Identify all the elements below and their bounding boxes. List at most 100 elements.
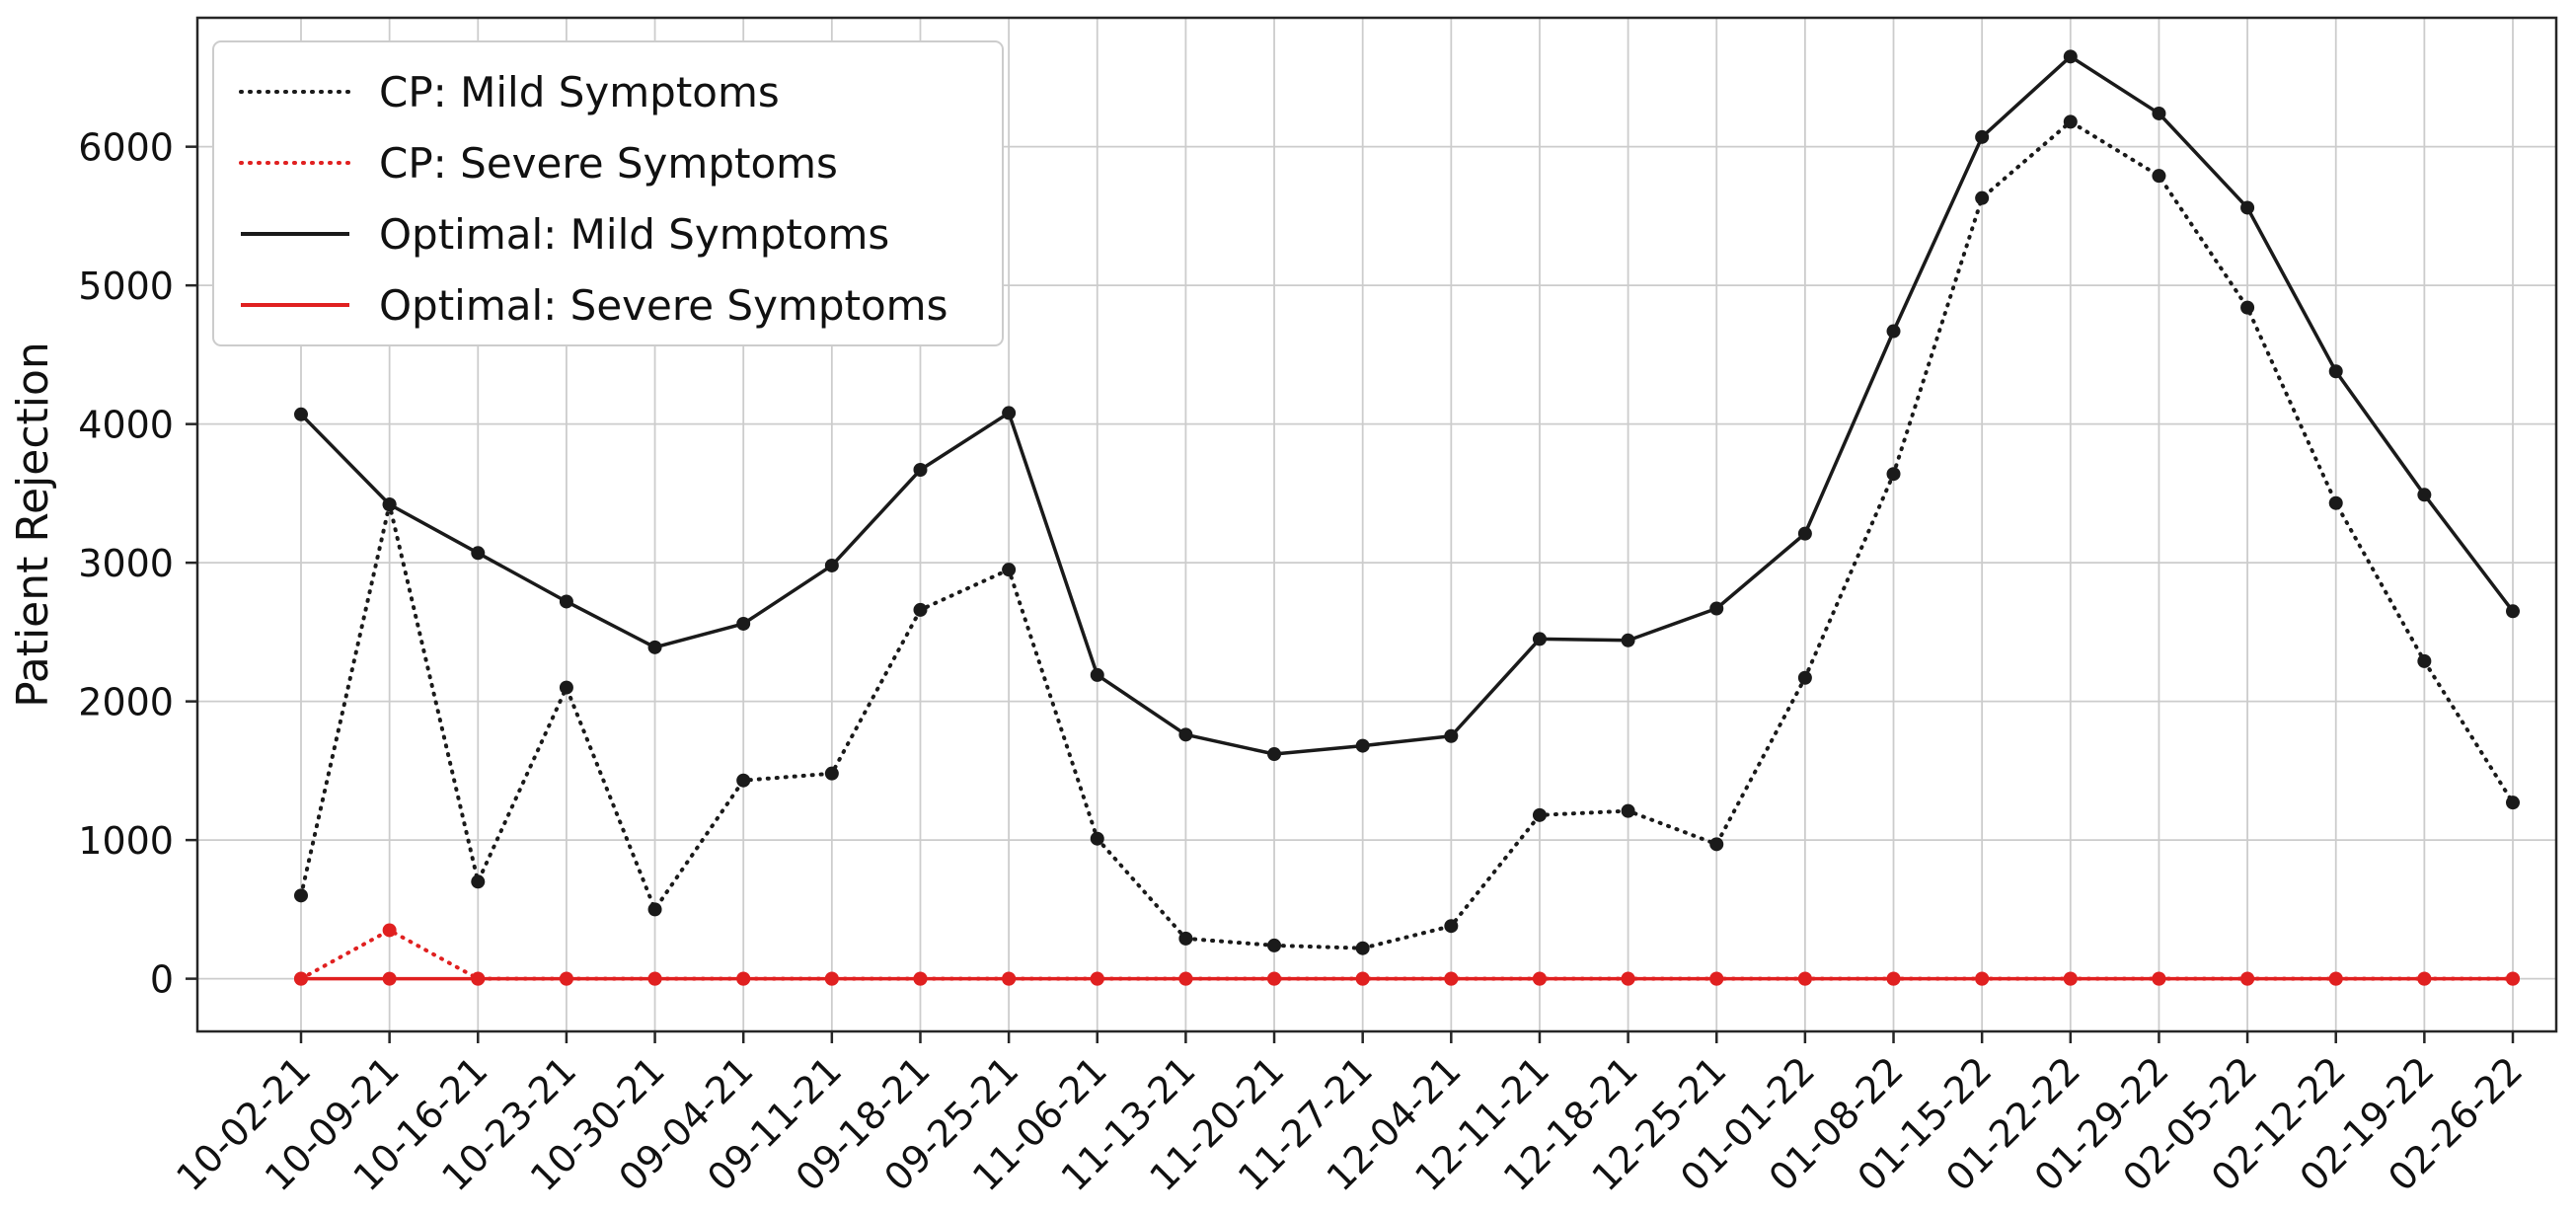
- data-point-marker: [1532, 971, 1547, 986]
- data-point-marker: [1178, 931, 1193, 946]
- data-point-marker: [1002, 406, 1017, 420]
- data-point-marker: [1532, 807, 1547, 822]
- data-point-marker: [1797, 971, 1812, 986]
- data-point-marker: [824, 971, 839, 986]
- y-tick-labels: 0 1000 2000 3000 4000 5000 6000: [78, 126, 174, 1002]
- data-point-marker: [382, 923, 397, 938]
- data-point-marker: [2063, 49, 2078, 64]
- legend: CP: Mild Symptoms CP: Severe Symptoms Opti…: [212, 40, 1004, 346]
- data-point-marker: [2328, 495, 2343, 510]
- data-point-marker: [1267, 938, 1282, 952]
- series-2: [294, 49, 2520, 762]
- data-point-marker: [2506, 971, 2520, 986]
- series-0: [294, 114, 2520, 955]
- data-point-marker: [2152, 106, 2166, 120]
- data-point-marker: [1975, 190, 1990, 205]
- legend-box: [212, 40, 1004, 346]
- data-point-marker: [2417, 488, 2432, 502]
- data-point-marker: [647, 971, 662, 986]
- data-point-marker: [1975, 971, 1990, 986]
- data-point-marker: [1797, 526, 1812, 541]
- data-point-marker: [913, 971, 928, 986]
- data-point-marker: [2240, 200, 2255, 215]
- data-point-marker: [1090, 971, 1104, 986]
- data-point-marker: [1178, 727, 1193, 742]
- data-point-marker: [471, 971, 486, 986]
- data-point-marker: [1002, 563, 1017, 577]
- data-point-marker: [1090, 667, 1104, 682]
- y-tick-label: 6000: [78, 126, 174, 170]
- data-point-marker: [1355, 738, 1370, 753]
- data-point-marker: [1444, 971, 1459, 986]
- y-tick-label: 5000: [78, 265, 174, 308]
- y-tick-label: 0: [150, 958, 174, 1002]
- data-point-marker: [1267, 971, 1282, 986]
- legend-label: CP: Mild Symptoms: [379, 68, 780, 116]
- data-point-marker: [1621, 633, 1635, 647]
- data-point-marker: [824, 558, 839, 572]
- data-point-marker: [294, 971, 308, 986]
- y-tick-label: 4000: [78, 404, 174, 447]
- data-point-marker: [382, 497, 397, 512]
- data-point-marker: [1355, 941, 1370, 955]
- data-point-marker: [1444, 919, 1459, 934]
- data-point-marker: [2506, 604, 2520, 619]
- data-point-marker: [1886, 971, 1901, 986]
- data-point-marker: [471, 546, 486, 561]
- data-point-marker: [1886, 467, 1901, 482]
- data-point-marker: [913, 463, 928, 478]
- data-point-marker: [2417, 971, 2432, 986]
- data-point-marker: [2240, 300, 2255, 315]
- data-point-marker: [913, 602, 928, 617]
- legend-label: Optimal: Severe Symptoms: [379, 281, 947, 330]
- y-tick-label: 2000: [78, 681, 174, 724]
- data-point-marker: [382, 971, 397, 986]
- y-tick-label: 3000: [78, 542, 174, 585]
- data-point-marker: [1267, 747, 1282, 762]
- data-point-marker: [1532, 632, 1547, 646]
- data-point-marker: [736, 971, 751, 986]
- data-point-marker: [1178, 971, 1193, 986]
- data-point-marker: [736, 773, 751, 788]
- data-point-marker: [294, 407, 308, 421]
- series-3: [294, 971, 2520, 986]
- data-point-marker: [647, 640, 662, 654]
- series-line: [299, 54, 2515, 756]
- data-point-marker: [1709, 971, 1724, 986]
- data-point-marker: [1797, 670, 1812, 685]
- legend-label: CP: Severe Symptoms: [379, 139, 838, 188]
- data-point-marker: [2063, 114, 2078, 129]
- data-point-marker: [559, 680, 573, 695]
- data-point-marker: [647, 902, 662, 917]
- data-point-marker: [2063, 971, 2078, 986]
- data-point-marker: [1975, 129, 1990, 144]
- series-line: [299, 119, 2515, 950]
- data-point-marker: [1709, 601, 1724, 616]
- data-point-marker: [1002, 971, 1017, 986]
- data-point-marker: [1444, 728, 1459, 743]
- data-point-marker: [1886, 324, 1901, 339]
- data-point-marker: [1709, 837, 1724, 852]
- data-point-marker: [1355, 971, 1370, 986]
- data-point-marker: [2152, 169, 2166, 184]
- data-point-marker: [2328, 364, 2343, 379]
- data-point-marker: [294, 888, 308, 903]
- data-point-marker: [559, 594, 573, 609]
- data-point-marker: [2417, 653, 2432, 668]
- data-point-marker: [1090, 831, 1104, 846]
- plot-border: [195, 16, 2558, 1033]
- data-point-marker: [559, 971, 573, 986]
- data-point-marker: [471, 874, 486, 889]
- legend-label: Optimal: Mild Symptoms: [379, 210, 889, 259]
- data-point-marker: [2152, 971, 2166, 986]
- y-tick-label: 1000: [78, 819, 174, 863]
- data-point-marker: [736, 616, 751, 631]
- data-point-marker: [2240, 971, 2255, 986]
- data-point-marker: [1621, 803, 1635, 818]
- data-point-marker: [824, 766, 839, 781]
- data-point-marker: [2506, 796, 2520, 810]
- y-axis-label: Patient Rejection: [8, 342, 58, 708]
- data-point-marker: [1621, 971, 1635, 986]
